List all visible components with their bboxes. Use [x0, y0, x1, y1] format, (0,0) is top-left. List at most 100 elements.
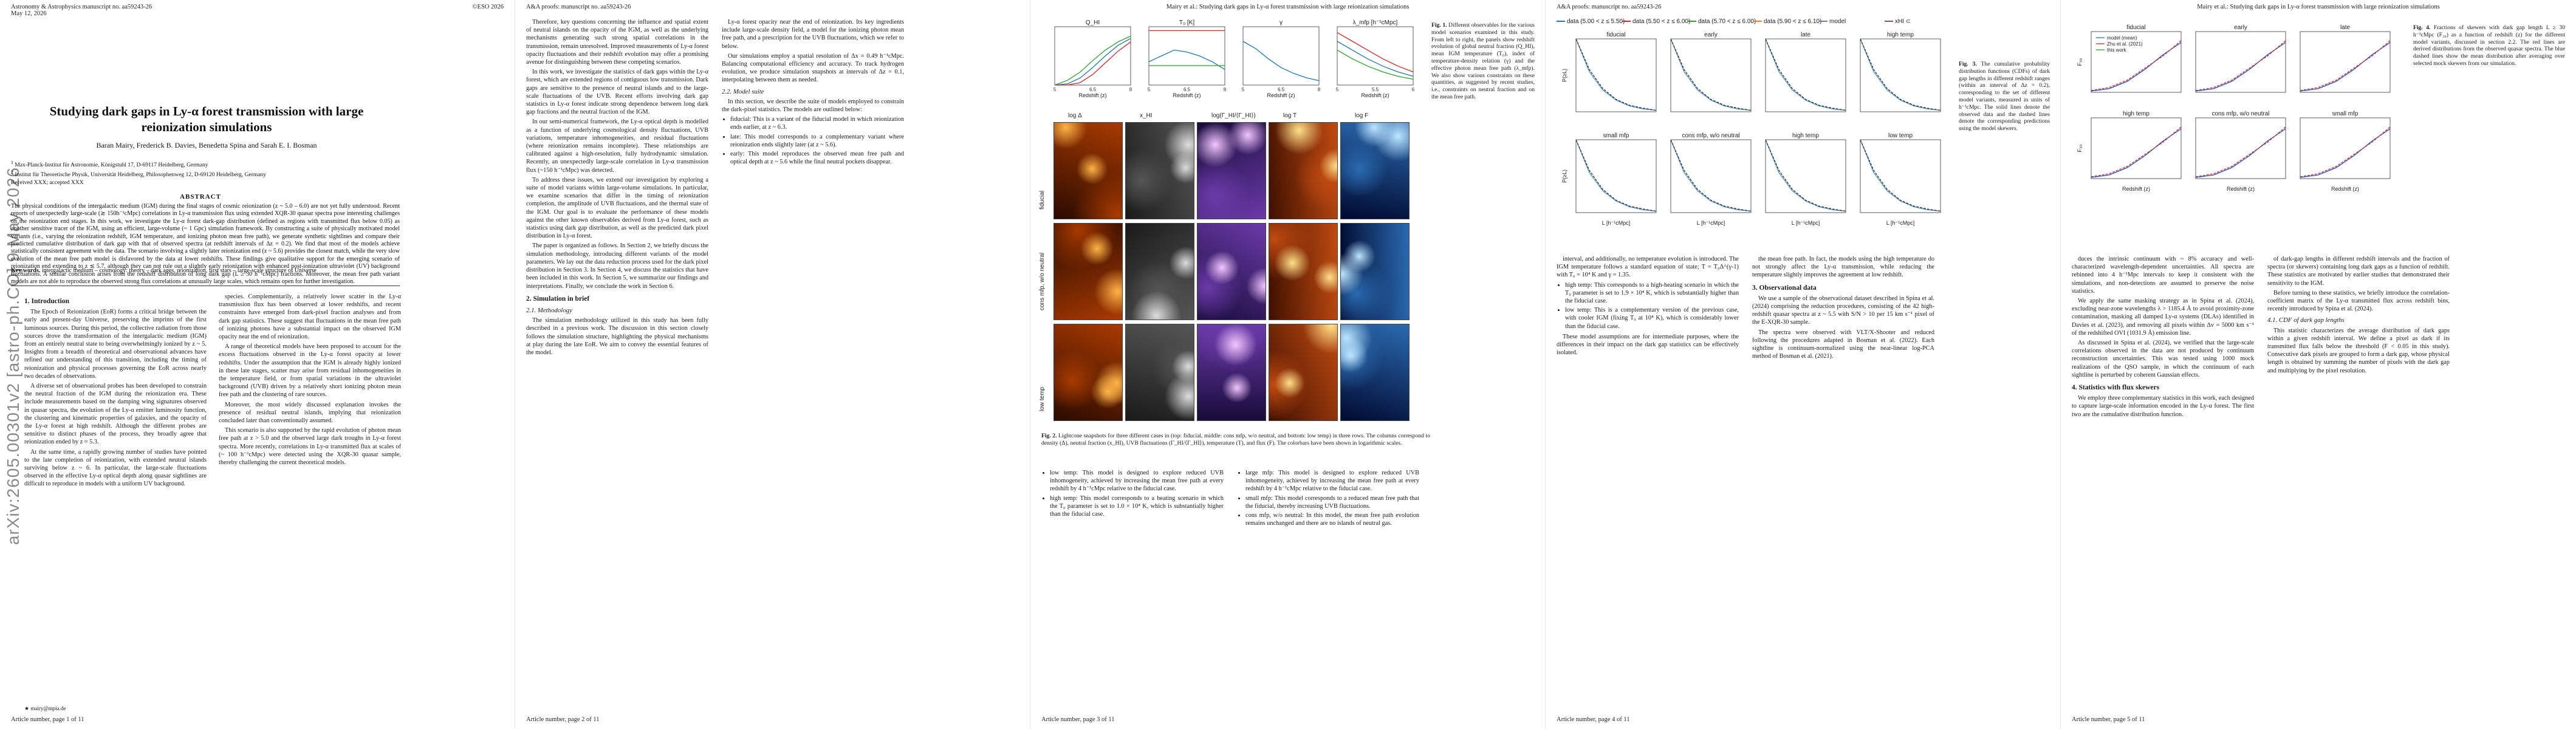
- x-axis-label: Redshift (z): [1267, 92, 1295, 98]
- list-item: low temp: This is a complementary versio…: [1565, 306, 1739, 330]
- panel-title: high temp: [1887, 32, 1914, 38]
- figure-4-legend: model (mean)Zhu et al. (2021)this work: [2096, 35, 2143, 53]
- column-label: log T: [1283, 112, 1297, 119]
- row-label: low temp: [1039, 386, 1046, 411]
- plot-panel: cons mfp, w/o neutral Redshift (z): [2195, 111, 2286, 192]
- series-line: [2091, 126, 2182, 177]
- plot-panel: early: [1670, 32, 1752, 112]
- plot-panel: γ Redshift (z) 5 6.5 8: [1242, 19, 1321, 98]
- paragraph: species. Complementarily, a relatively l…: [219, 293, 401, 341]
- figure-3: fiducial P(≥L) early late high temp small mfp…: [1561, 32, 1941, 226]
- plot-panel: high temp: [1860, 32, 1941, 112]
- heatmap-panel: [1197, 122, 1266, 219]
- plot-panel: small mfp L [h⁻¹cMpc] P(≥L): [1561, 132, 1657, 226]
- paragraph: As discussed in Spina et al. (2024), we …: [2072, 340, 2254, 378]
- x-axis-label: L [h⁻¹cMpc]: [1792, 220, 1820, 226]
- paragraph: duces the intrinsic continuum with ~ 8% …: [2072, 256, 2254, 295]
- plot-panel: late: [2300, 24, 2391, 93]
- axes-frame: [1337, 26, 1414, 86]
- series-line: [2300, 40, 2391, 91]
- panel-title: high temp: [1792, 132, 1819, 139]
- legend-entry: data (5.90 < z ≤ 6.10): [1753, 18, 1821, 25]
- x-axis-label: L [h⁻¹cMpc]: [1697, 220, 1725, 226]
- page-footer: Article number, page 1 of 11: [11, 716, 84, 723]
- paragraph: Ly-α forest opacity near the end of reio…: [722, 19, 904, 50]
- legend-entry: data (5.70 < z ≤ 6.00): [1688, 18, 1756, 25]
- tick-label: 6.5: [1184, 87, 1191, 92]
- panel-title: T₀ [K]: [1179, 19, 1194, 26]
- column-1: interval, and additionally, no temperatu…: [1557, 255, 1739, 358]
- journal-line: Astronomy & Astrophysics manuscript no. …: [11, 4, 152, 10]
- paragraph: Before turning to these statistics, we b…: [2267, 289, 2450, 313]
- figure-4: fiducial F₃₀ early late high temp Redshift (z…: [2077, 24, 2391, 192]
- paragraph: We employ three complementary statistics…: [2072, 395, 2254, 418]
- series-line: [1765, 139, 1846, 212]
- paragraph: The Epoch of Reionization (EoR) forms a …: [24, 309, 207, 380]
- series-line: [1670, 38, 1752, 111]
- column-label: log Δ: [1068, 112, 1082, 119]
- date-line: May 12, 2026: [11, 10, 47, 17]
- tick-label: 5: [1336, 87, 1339, 92]
- list-item: late: This model corresponds to a comple…: [730, 133, 904, 149]
- series-line: [1860, 139, 1941, 212]
- series-line: [2195, 126, 2286, 177]
- tick-label: 5.5: [1372, 87, 1379, 92]
- heatmap-panel: [1053, 324, 1123, 421]
- figure-2-caption: Fig. 2. Lightcone snapshots for three di…: [1041, 433, 1430, 447]
- page-footer: Article number, page 2 of 11: [526, 716, 600, 723]
- heatmap-panel: [1125, 324, 1194, 421]
- plot-panel: high temp L [h⁻¹cMpc]: [1765, 132, 1846, 226]
- paragraph: Moreover, the most widely discussed expl…: [219, 401, 401, 425]
- heatmap-panel: [1269, 223, 1338, 320]
- tick-label: 6: [1412, 87, 1415, 92]
- series-line: [1765, 38, 1846, 111]
- panel-title: early: [1704, 32, 1718, 38]
- page-footer: Article number, page 4 of 11: [1557, 716, 1630, 723]
- header-left: A&A proofs: manuscript no. aa59243-26: [1557, 4, 1662, 10]
- series-line: [1575, 38, 1657, 111]
- axes-frame: [1575, 38, 1657, 112]
- affiliations: 1 Max-Planck-Institut für Astronomie, Kö…: [11, 160, 267, 179]
- axes-frame: [1054, 26, 1131, 86]
- column-label: x_HI: [1140, 112, 1153, 119]
- x-axis-label: Redshift (z): [2331, 186, 2359, 192]
- tick-label: 5: [1053, 87, 1057, 92]
- plot-panel: cons mfp, w/o neutral L [h⁻¹cMpc]: [1670, 132, 1752, 226]
- legend-entry: model (mean): [2107, 35, 2137, 41]
- legend-entry: Zhu et al. (2021): [2107, 41, 2143, 47]
- y-axis-label: P(≥L): [1561, 169, 1567, 183]
- panel-title: small mfp: [1603, 132, 1629, 139]
- heatmap-panel: [1125, 122, 1194, 219]
- series-line: [2300, 128, 2391, 178]
- column-2: Ly-α forest opacity near the end of reio…: [722, 18, 904, 168]
- x-axis-label: Redshift (z): [1361, 92, 1389, 98]
- paragraph: At the same time, a rapidly growing numb…: [24, 448, 207, 488]
- panel-title: small mfp: [2332, 111, 2358, 117]
- panel-title: fiducial: [1606, 32, 1625, 38]
- panel-title: λ_mfp [h⁻¹cMpc]: [1353, 19, 1398, 26]
- figure-2: log Δ x_HI log(Γ_HI/⟨Γ_HI⟩) log T log F fiduc…: [1036, 112, 1431, 428]
- paragraph: In this section, we describe the suite o…: [722, 98, 904, 114]
- series-line: [1860, 38, 1941, 111]
- paragraph: To address these issues, we extend our i…: [526, 176, 708, 240]
- x-axis-label: L [h⁻¹cMpc]: [1886, 220, 1914, 226]
- tick-label: 5: [1148, 87, 1151, 92]
- x-axis-label: Redshift (z): [2227, 186, 2255, 192]
- paragraph: This scenario is also supported by the r…: [219, 427, 401, 467]
- axes-frame: [2195, 117, 2286, 179]
- footnote: ★ mairy@mpia.de: [24, 705, 66, 711]
- list-item: low temp: This model is designed to expl…: [1050, 469, 1224, 493]
- series-line: [2195, 40, 2286, 91]
- paragraph: This statistic characterizes the average…: [2267, 327, 2450, 374]
- column-1: Therefore, key questions concerning the …: [526, 18, 708, 358]
- panel-title: cons mfp, w/o neutral: [2211, 111, 2269, 117]
- tick-label: 8: [1224, 87, 1227, 92]
- author-list: Baran Mairy, Frederick B. Davies, Benede…: [96, 141, 317, 149]
- plot-panel: early: [2195, 24, 2286, 93]
- plot-panel: high temp Redshift (z) F₃₀: [2077, 111, 2182, 192]
- header-center: Mairy et al.: Studying dark gaps in Ly-α…: [2197, 4, 2440, 10]
- row-label: cons mfp, w/o neutral: [1039, 252, 1046, 310]
- column-2: large mfp: This model is designed to exp…: [1237, 468, 1419, 530]
- series-line: [1055, 41, 1131, 86]
- series-line: [2300, 42, 2391, 92]
